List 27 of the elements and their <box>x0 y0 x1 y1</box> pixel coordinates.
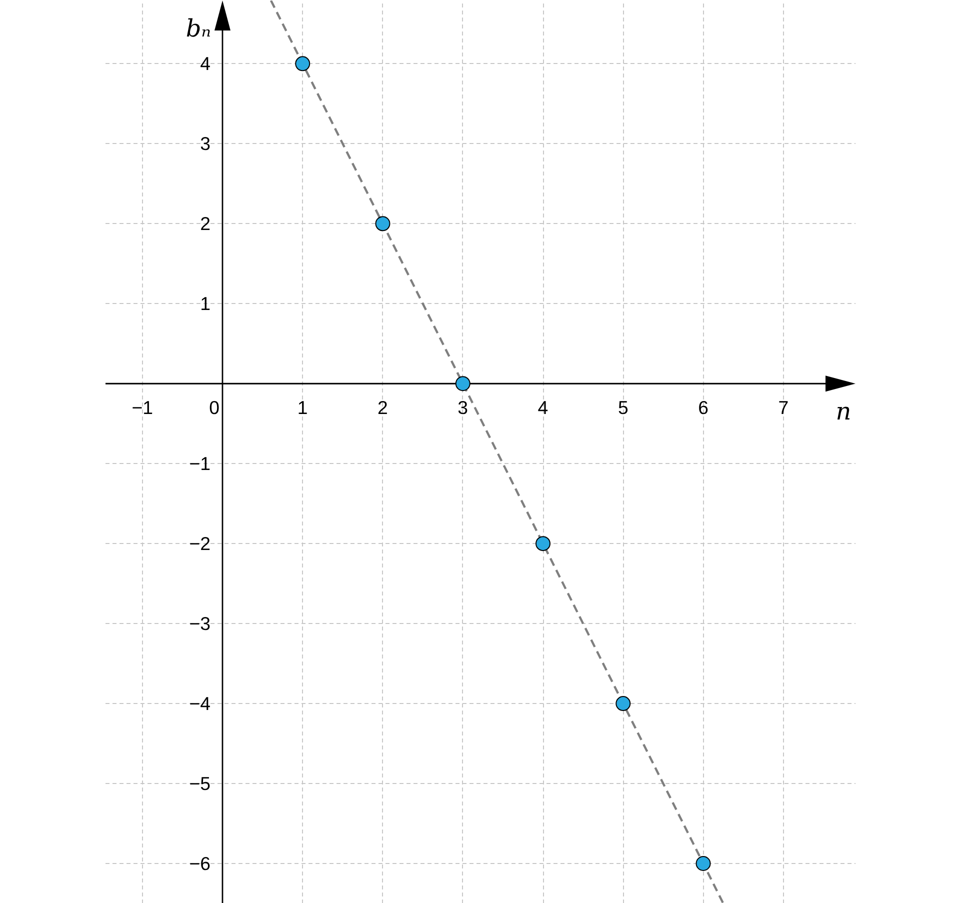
point <box>696 856 711 871</box>
y-tick-label: 2 <box>200 213 210 234</box>
y-tick-label: −2 <box>189 533 210 554</box>
x-tick-label: 4 <box>538 397 548 418</box>
point <box>295 56 310 72</box>
x-tick-label: 0 <box>209 397 220 418</box>
x-tick-label: 5 <box>618 397 628 418</box>
y-axis-title: bₙ <box>186 14 211 42</box>
y-tick-label: 3 <box>200 133 210 154</box>
x-tick-label: 7 <box>778 397 789 418</box>
x-tick-label: 1 <box>297 397 308 418</box>
point <box>455 376 470 392</box>
y-tick-label: −6 <box>189 853 210 874</box>
point <box>536 536 550 552</box>
x-tick-label: −1 <box>132 397 154 418</box>
x-tick-label: 6 <box>698 397 708 418</box>
x-axis-title: n <box>836 398 852 426</box>
y-tick-label: −4 <box>189 693 210 714</box>
point <box>616 696 631 712</box>
x-tick-label: 2 <box>378 397 388 418</box>
point <box>375 216 390 232</box>
y-tick-label: 4 <box>200 53 210 74</box>
x-tick-label: 3 <box>458 397 468 418</box>
y-tick-label: 1 <box>200 293 210 314</box>
y-tick-label: −3 <box>189 613 210 634</box>
y-tick-label: −1 <box>189 453 210 474</box>
y-tick-label: −5 <box>189 773 210 794</box>
